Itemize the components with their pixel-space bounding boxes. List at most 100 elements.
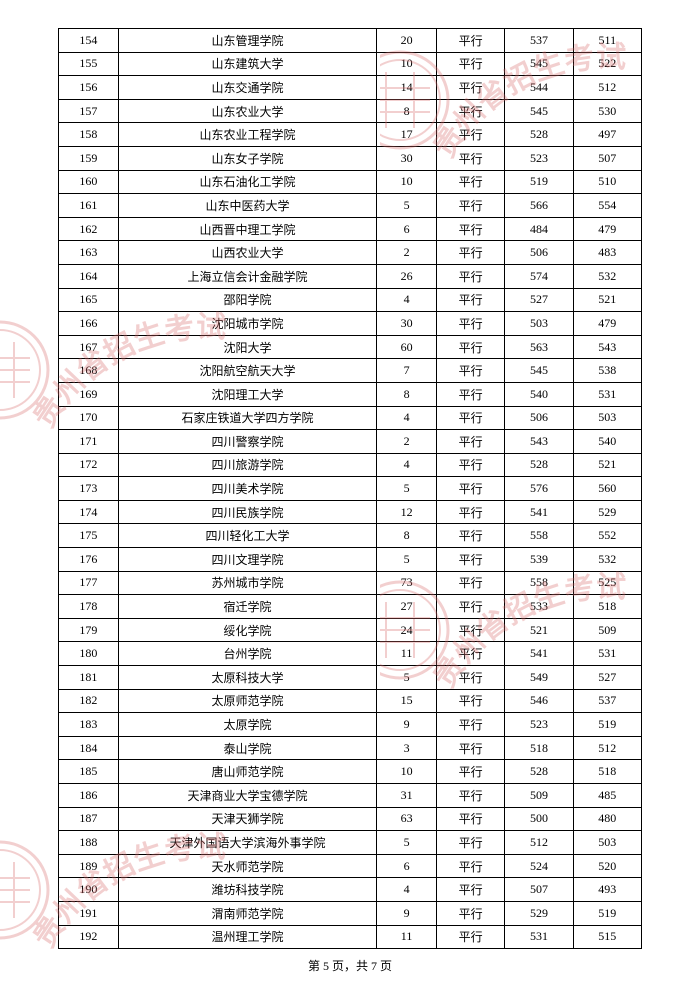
table-row: 172四川旅游学院4平行528521 [59,453,642,477]
table-cell: 太原学院 [118,713,376,737]
table-cell: 512 [573,76,641,100]
table-cell: 544 [505,76,573,100]
table-row: 176四川文理学院5平行539532 [59,548,642,572]
table-cell: 524 [505,854,573,878]
table-body: 154山东管理学院20平行537511155山东建筑大学10平行54552215… [59,29,642,949]
table-cell: 545 [505,52,573,76]
table-cell: 493 [573,878,641,902]
table-row: 174四川民族学院12平行541529 [59,500,642,524]
table-cell: 503 [573,831,641,855]
table-cell: 27 [377,595,437,619]
table-cell: 上海立信会计金融学院 [118,264,376,288]
table-cell: 503 [505,312,573,336]
table-cell: 潍坊科技学院 [118,878,376,902]
table-cell: 523 [505,146,573,170]
table-cell: 5 [377,548,437,572]
table-cell: 6 [377,217,437,241]
table-cell: 156 [59,76,119,100]
table-cell: 180 [59,642,119,666]
table-cell: 7 [377,359,437,383]
table-cell: 8 [377,524,437,548]
table-row: 161山东中医药大学5平行566554 [59,194,642,218]
table-cell: 511 [573,29,641,53]
table-cell: 528 [505,760,573,784]
table-cell: 8 [377,99,437,123]
table-row: 160山东石油化工学院10平行519510 [59,170,642,194]
table-cell: 5 [377,194,437,218]
table-cell: 158 [59,123,119,147]
table-cell: 519 [505,170,573,194]
table-cell: 平行 [436,736,504,760]
table-cell: 509 [505,784,573,808]
table-cell: 181 [59,666,119,690]
table-cell: 182 [59,689,119,713]
table-cell: 天津商业大学宝德学院 [118,784,376,808]
table-cell: 平行 [436,170,504,194]
table-cell: 507 [505,878,573,902]
table-row: 177苏州城市学院73平行558525 [59,571,642,595]
table-row: 165邵阳学院4平行527521 [59,288,642,312]
table-cell: 529 [573,500,641,524]
table-cell: 4 [377,406,437,430]
table-row: 164上海立信会计金融学院26平行574532 [59,264,642,288]
table-cell: 平行 [436,241,504,265]
table-row: 181太原科技大学5平行549527 [59,666,642,690]
table-cell: 515 [573,925,641,949]
table-cell: 沈阳理工大学 [118,382,376,406]
table-row: 182太原师范学院15平行546537 [59,689,642,713]
table-cell: 平行 [436,359,504,383]
table-row: 168沈阳航空航天大学7平行545538 [59,359,642,383]
table-cell: 521 [505,618,573,642]
table-cell: 479 [573,312,641,336]
table-cell: 平行 [436,713,504,737]
table-cell: 188 [59,831,119,855]
table-cell: 唐山师范学院 [118,760,376,784]
table-cell: 179 [59,618,119,642]
table-cell: 四川轻化工大学 [118,524,376,548]
table-cell: 545 [505,359,573,383]
table-cell: 190 [59,878,119,902]
table-cell: 159 [59,146,119,170]
table-cell: 543 [505,430,573,454]
table-cell: 5 [377,666,437,690]
table-cell: 平行 [436,901,504,925]
table-row: 162山西晋中理工学院6平行484479 [59,217,642,241]
table-cell: 521 [573,288,641,312]
table-cell: 平行 [436,217,504,241]
table-cell: 540 [573,430,641,454]
table-cell: 10 [377,760,437,784]
table-cell: 176 [59,548,119,572]
table-cell: 11 [377,642,437,666]
table-cell: 167 [59,335,119,359]
table-cell: 绥化学院 [118,618,376,642]
table-cell: 527 [573,666,641,690]
table-cell: 163 [59,241,119,265]
table-cell: 480 [573,807,641,831]
table-cell: 546 [505,689,573,713]
table-cell: 4 [377,878,437,902]
table-cell: 540 [505,382,573,406]
footer-prefix: 第 [308,959,323,973]
table-cell: 175 [59,524,119,548]
table-cell: 543 [573,335,641,359]
table-cell: 山东中医药大学 [118,194,376,218]
table-cell: 31 [377,784,437,808]
table-cell: 485 [573,784,641,808]
table-cell: 3 [377,736,437,760]
table-row: 158山东农业工程学院17平行528497 [59,123,642,147]
table-cell: 平行 [436,854,504,878]
table-cell: 185 [59,760,119,784]
table-cell: 169 [59,382,119,406]
table-cell: 平行 [436,52,504,76]
table-cell: 529 [505,901,573,925]
table-cell: 189 [59,854,119,878]
table-cell: 160 [59,170,119,194]
table-cell: 479 [573,217,641,241]
table-cell: 平行 [436,477,504,501]
table-row: 163山西农业大学2平行506483 [59,241,642,265]
table-cell: 186 [59,784,119,808]
table-cell: 558 [505,524,573,548]
table-cell: 6 [377,854,437,878]
table-cell: 168 [59,359,119,383]
table-row: 171四川警察学院2平行543540 [59,430,642,454]
